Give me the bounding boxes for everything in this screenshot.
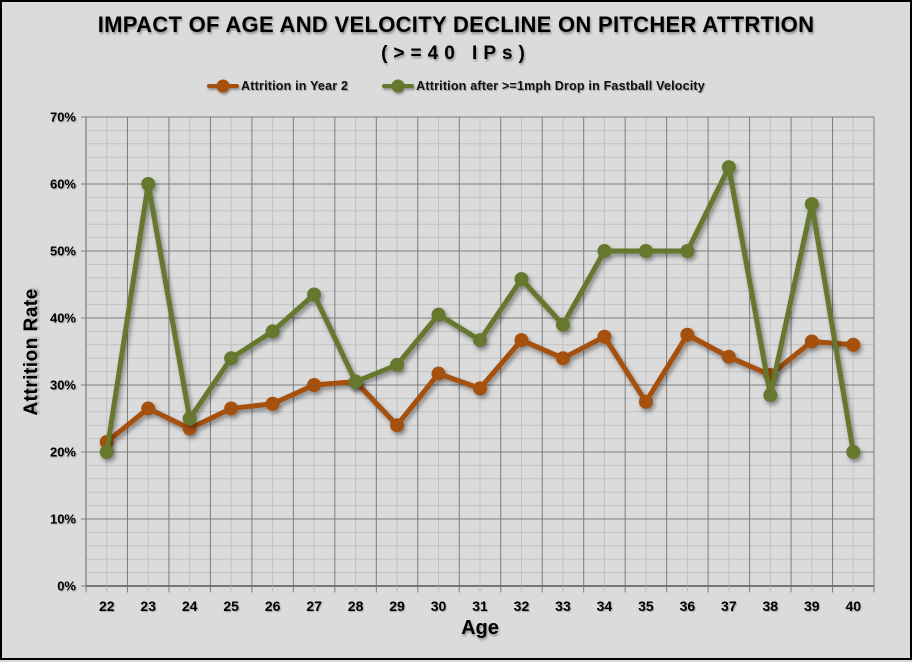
y-tick-label: 60%	[50, 177, 76, 192]
x-tick-label: 28	[348, 598, 364, 614]
data-point-marker	[473, 333, 487, 348]
y-tick-label: 30%	[50, 378, 76, 393]
data-point-marker	[846, 445, 861, 459]
data-point-marker	[99, 445, 114, 459]
x-tick-label: 25	[223, 598, 239, 614]
data-point-marker	[514, 272, 529, 287]
data-point-marker	[804, 197, 819, 212]
data-point-marker	[224, 351, 239, 366]
data-point-marker	[846, 337, 861, 352]
x-tick-label: 31	[472, 598, 488, 614]
x-tick-label: 39	[804, 598, 820, 614]
axis-ticks	[81, 116, 875, 593]
x-tick-label: 26	[265, 598, 281, 614]
data-point-marker	[680, 244, 695, 258]
x-tick-label: 35	[638, 598, 654, 614]
legend-label-year2: Attrition in Year 2	[241, 78, 349, 93]
x-tick-labels: 22 23 24 25 26 27 28 29 30 31 32 33 34 35 36 37 38 39 40	[99, 598, 861, 614]
x-tick-label: 34	[597, 598, 613, 614]
data-point-marker	[182, 411, 197, 426]
data-point-marker	[473, 381, 487, 396]
y-tick-labels: 0% 10% 20% 30% 40% 50% 60% 70%	[50, 110, 76, 594]
line-dot-marker-icon	[207, 78, 240, 93]
y-tick-label: 70%	[50, 110, 76, 125]
data-point-marker	[141, 401, 156, 416]
data-point-marker	[804, 334, 819, 349]
data-point-marker	[555, 351, 570, 366]
series-velocity-drop	[99, 160, 861, 459]
y-tick-label: 10%	[50, 512, 76, 527]
data-point-marker	[431, 307, 446, 322]
x-tick-label: 38	[763, 598, 779, 614]
y-tick-label: 40%	[50, 311, 76, 326]
data-point-marker	[721, 349, 736, 364]
data-point-marker	[390, 418, 405, 433]
x-tick-label: 30	[431, 598, 447, 614]
data-point-marker	[141, 177, 156, 191]
legend: Attrition in Year 2 Attrition after >=1m…	[2, 78, 910, 93]
x-axis-title: Age	[461, 617, 499, 639]
data-point-marker	[638, 244, 653, 258]
data-point-marker	[348, 374, 363, 389]
data-point-marker	[182, 421, 197, 436]
chart-subtitle: (>=40 IPs)	[381, 43, 531, 64]
data-point-marker	[555, 317, 570, 332]
data-point-marker	[307, 287, 322, 302]
x-tick-label: 27	[306, 598, 322, 614]
legend-label-velocity-drop: Attrition after >=1mph Drop in Fastball …	[416, 78, 705, 93]
y-tick-label: 20%	[50, 445, 76, 460]
data-point-marker	[597, 244, 612, 258]
x-tick-label: 22	[99, 598, 115, 614]
chart-title: IMPACT OF AGE AND VELOCITY DECLINE ON PI…	[97, 12, 815, 37]
y-axis-title: Attrition Rate	[21, 288, 42, 416]
x-tick-label: 36	[680, 598, 696, 614]
data-point-marker	[431, 366, 446, 381]
data-point-marker	[307, 378, 322, 392]
x-tick-label: 40	[845, 598, 861, 614]
data-point-marker	[763, 388, 778, 403]
x-tick-label: 29	[389, 598, 405, 614]
data-point-marker	[265, 396, 280, 411]
line-dot-marker-icon	[382, 78, 415, 93]
series-year2	[99, 327, 861, 449]
x-tick-label: 37	[721, 598, 737, 614]
x-tick-label: 24	[182, 598, 198, 614]
data-point-marker	[514, 333, 529, 348]
legend-item-velocity-drop: Attrition after >=1mph Drop in Fastball …	[382, 78, 705, 93]
data-point-marker	[597, 329, 612, 344]
data-point-marker	[680, 327, 695, 342]
minor-gridlines	[86, 117, 874, 586]
data-point-marker	[721, 160, 736, 175]
data-point-marker	[390, 357, 405, 372]
x-tick-label: 32	[514, 598, 530, 614]
legend-item-year2: Attrition in Year 2	[207, 78, 348, 93]
data-point-marker	[265, 324, 280, 339]
data-point-marker	[638, 394, 653, 409]
data-point-marker	[224, 401, 239, 416]
x-tick-label: 33	[555, 598, 571, 614]
x-tick-label: 23	[140, 598, 156, 614]
y-tick-label: 0%	[57, 579, 76, 594]
y-tick-label: 50%	[50, 244, 76, 259]
